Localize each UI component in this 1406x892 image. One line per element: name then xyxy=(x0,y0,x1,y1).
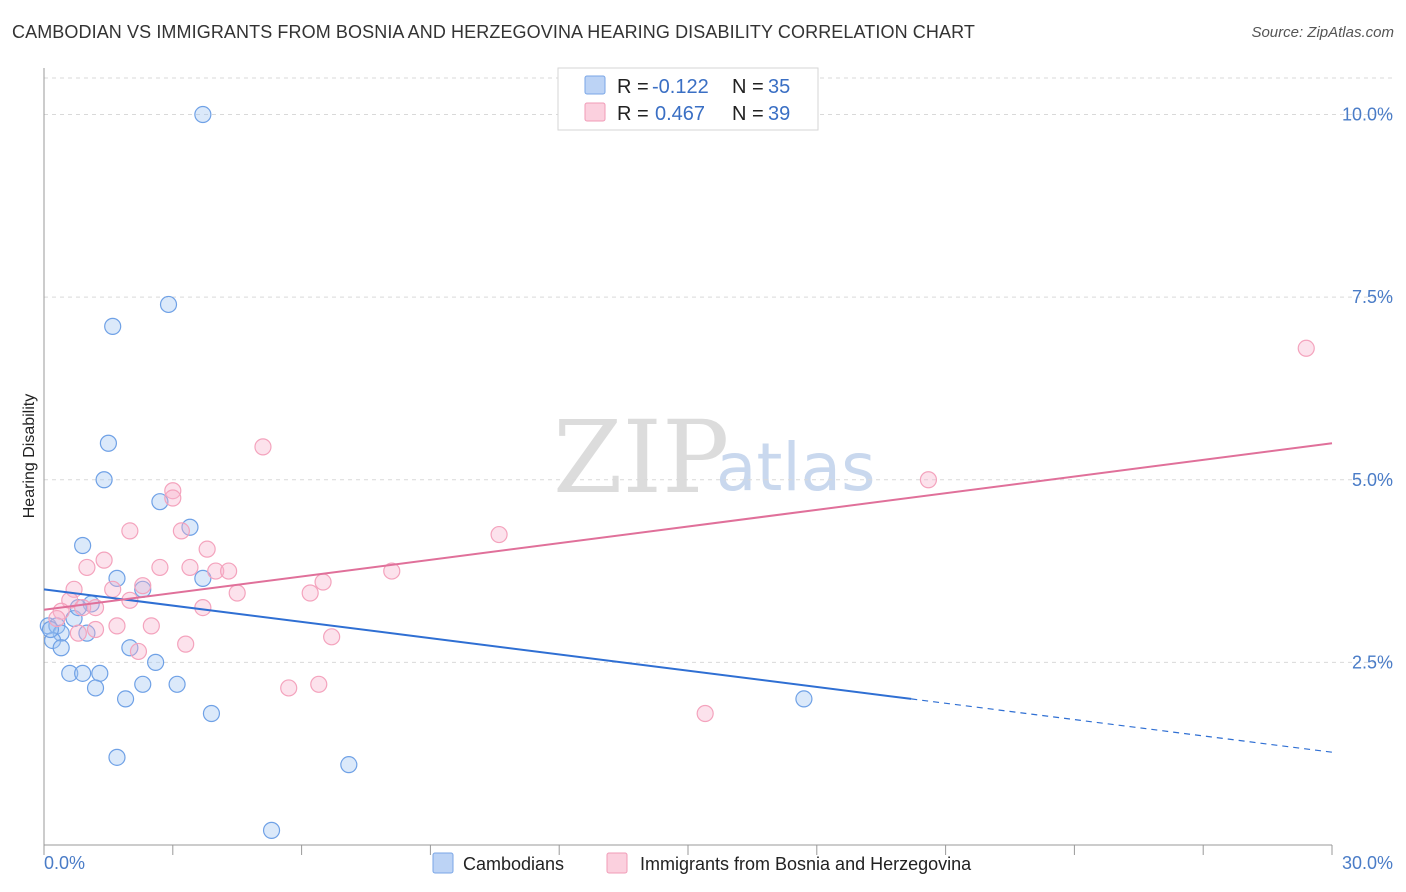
cambodian-point xyxy=(95,471,113,489)
cambodian-point xyxy=(202,704,221,723)
cambodian-point xyxy=(52,639,70,657)
bosnia-point xyxy=(323,628,341,646)
legend-n-label-2: N = xyxy=(732,103,764,125)
bosnia-point xyxy=(104,580,122,598)
cambodian-trend-extension xyxy=(911,698,1333,753)
cambodian-point xyxy=(74,536,92,555)
cambodian-trend-line xyxy=(43,588,912,700)
cambodian-point xyxy=(61,664,79,682)
bosnia-point xyxy=(383,562,401,580)
legend: R = -0.122 N = 35 R = 0.467 N = 39 xyxy=(557,67,819,131)
y-tick-label: 10.0% xyxy=(1342,105,1393,125)
cambodian-point xyxy=(86,679,105,697)
cambodian-point xyxy=(74,664,92,682)
bottom-legend: Cambodians Immigrants from Bosnia and He… xyxy=(432,852,972,874)
bosnia-point xyxy=(696,704,714,723)
cambodian-point xyxy=(99,434,118,452)
bosnia-point xyxy=(134,577,152,595)
bosnia-point xyxy=(301,584,319,602)
y-axis-label: Hearing Disability xyxy=(21,394,38,519)
bosnia-point xyxy=(151,558,169,577)
series-bosnia-points xyxy=(48,339,1315,723)
cambodian-point xyxy=(151,493,169,511)
bosnia-point xyxy=(78,558,96,577)
cambodian-point xyxy=(43,631,62,650)
bosnia-point xyxy=(254,438,272,456)
cambodian-point xyxy=(104,317,122,335)
bosnia-point xyxy=(177,635,195,653)
bosnia-point xyxy=(220,562,238,580)
cambodian-point xyxy=(340,756,358,774)
legend-r-label-2: R = xyxy=(617,103,649,125)
bottom-legend-swatch-cambodians xyxy=(432,852,454,874)
x-tick-label-max: 30.0% xyxy=(1342,853,1393,873)
x-ticks xyxy=(43,845,1333,855)
cambodian-point xyxy=(108,748,126,766)
source-label: Source: ZipAtlas.com xyxy=(1251,24,1394,41)
bottom-legend-label-cambodians: Cambodians xyxy=(463,854,564,874)
bosnia-point xyxy=(280,679,298,697)
legend-r-label-1: R = xyxy=(617,76,649,98)
bosnia-point xyxy=(172,522,190,540)
bosnia-point xyxy=(48,609,66,628)
cambodian-point xyxy=(194,105,212,124)
bottom-legend-label-bosnia: Immigrants from Bosnia and Herzegovina xyxy=(640,854,972,874)
bosnia-point xyxy=(194,598,212,617)
cambodian-point xyxy=(121,639,139,657)
bosnia-point xyxy=(74,598,92,617)
cambodian-point xyxy=(795,690,813,708)
x-tick-label-min: 0.0% xyxy=(44,853,85,873)
y-tick-label: 5.0% xyxy=(1352,470,1393,490)
bosnia-point xyxy=(69,624,87,642)
cambodian-point xyxy=(262,821,281,839)
bosnia-point xyxy=(181,558,199,577)
cambodian-point xyxy=(181,518,199,536)
legend-r-value-1: -0.122 xyxy=(652,76,709,98)
bosnia-point xyxy=(198,540,216,558)
series-cambodians-points xyxy=(39,105,813,839)
watermark-atlas: atlas xyxy=(716,429,876,506)
bottom-legend-swatch-bosnia xyxy=(606,852,628,874)
bosnia-point xyxy=(228,584,246,602)
cambodian-point xyxy=(116,690,135,708)
watermark-zip: ZIP xyxy=(553,399,729,516)
y-tick-label: 2.5% xyxy=(1352,652,1393,672)
bosnia-point xyxy=(314,573,332,591)
y-tick-label: 7.5% xyxy=(1352,287,1393,307)
legend-n-value-1: 35 xyxy=(768,76,790,98)
legend-n-value-2: 39 xyxy=(768,103,790,125)
bosnia-point xyxy=(207,562,225,580)
bosnia-point xyxy=(129,642,148,661)
cambodian-point xyxy=(168,675,186,693)
bosnia-point xyxy=(164,482,182,500)
bosnia-point xyxy=(86,620,105,639)
bosnia-point xyxy=(1297,339,1315,357)
gridlines xyxy=(44,77,1392,663)
cambodian-point xyxy=(147,653,165,671)
bosnia-trend-line xyxy=(43,442,1333,611)
cambodian-point xyxy=(159,295,178,314)
cambodian-point xyxy=(134,675,152,693)
chart-title: CAMBODIAN VS IMMIGRANTS FROM BOSNIA AND … xyxy=(12,22,975,42)
legend-r-value-2: 0.467 xyxy=(655,103,705,125)
cambodian-point xyxy=(108,569,126,587)
bosnia-point xyxy=(142,617,160,635)
bosnia-point xyxy=(164,489,182,507)
cambodian-point xyxy=(69,598,87,617)
y-tick-labels: 2.5% 5.0% 7.5% 10.0% xyxy=(1342,105,1393,673)
bosnia-point xyxy=(310,675,328,693)
cambodian-point xyxy=(194,569,212,587)
legend-swatch-bosnia xyxy=(584,102,606,122)
legend-swatch-cambodians xyxy=(584,75,606,95)
trend-lines xyxy=(43,442,1333,753)
bosnia-point xyxy=(121,522,139,540)
bosnia-point xyxy=(108,617,126,635)
bosnia-point xyxy=(95,551,113,569)
bosnia-point xyxy=(490,525,508,544)
cambodian-point xyxy=(91,664,109,682)
cambodian-point xyxy=(41,620,60,639)
bosnia-point xyxy=(919,471,938,489)
legend-n-label-1: N = xyxy=(732,76,764,98)
